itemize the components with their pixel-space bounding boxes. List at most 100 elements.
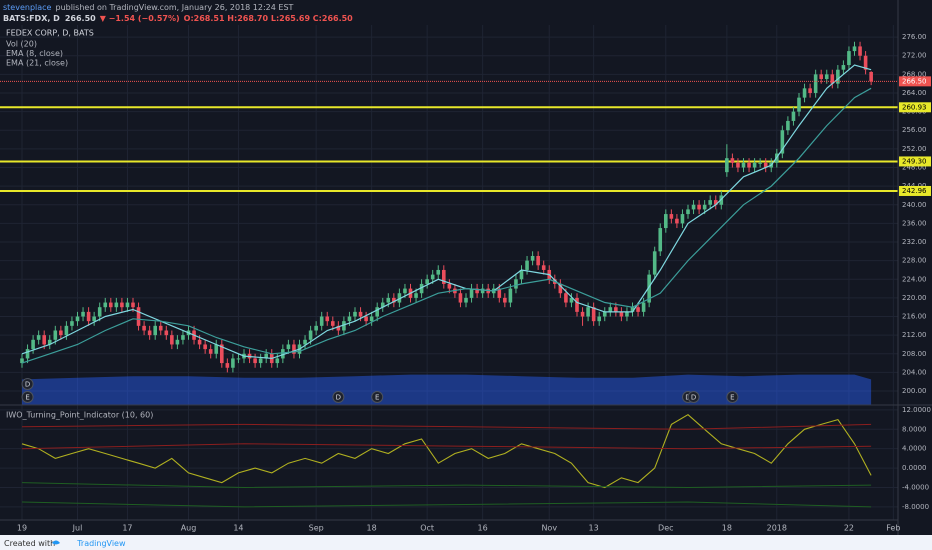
candle-body (31, 339, 35, 350)
event-label: D (691, 394, 696, 402)
x-tick-label: 2018 (767, 524, 787, 533)
candle-body (281, 349, 285, 359)
candle-body (702, 204, 707, 210)
candle-body (442, 269, 446, 284)
event-label: D (336, 394, 341, 402)
candle-body (625, 311, 629, 317)
y-tick-label: 4.0000 (902, 445, 927, 453)
candle-body (508, 288, 513, 303)
x-tick-label: 17 (122, 524, 132, 533)
candle-body (292, 344, 296, 354)
candle-body (869, 71, 873, 82)
x-tick-label: Aug (181, 524, 197, 533)
x-tick-label: Jul (72, 524, 83, 533)
candle-body (841, 65, 846, 70)
candle-body (725, 158, 729, 173)
candle-body (81, 311, 85, 317)
candle-body (170, 335, 174, 345)
event-label: E (375, 394, 379, 402)
y-tick-label: 232.00 (902, 238, 927, 246)
created: Created with (4, 539, 55, 548)
y-tick-label: 208.00 (902, 350, 927, 358)
brand[interactable]: TradingView (76, 539, 126, 548)
indicator-line (21, 443, 872, 450)
y-tick-label: 12.0000 (902, 406, 931, 414)
candle-body (203, 344, 207, 350)
last-price: 266.50 (65, 14, 96, 23)
y-tick-label: 216.00 (902, 313, 927, 321)
candle-body (47, 339, 52, 345)
level-label: 260.93 (902, 103, 927, 111)
candle-body (686, 209, 690, 215)
candle-body (802, 88, 807, 98)
ema-line (21, 87, 872, 364)
candle-body (758, 162, 762, 164)
y-tick-label: 252.00 (902, 145, 927, 153)
candle-body (747, 162, 751, 168)
candle-body (858, 46, 862, 56)
candle-body (847, 51, 851, 66)
symbol: BATS:FDX, D (3, 14, 60, 23)
candle-body (797, 97, 801, 112)
candle-body (630, 307, 635, 312)
candle-body (125, 302, 130, 308)
candle-body (614, 307, 618, 312)
volume-area (22, 374, 872, 405)
candle-body (602, 311, 607, 317)
candle-body (824, 74, 829, 80)
candle-body (20, 358, 24, 364)
price-axis (898, 0, 932, 535)
candle-body (208, 349, 213, 354)
indicator-line (21, 501, 872, 508)
candle-body (525, 260, 529, 270)
x-tick-label: 13 (589, 524, 599, 533)
candle-body (275, 358, 280, 364)
x-tick-label: 18 (722, 524, 732, 533)
event-marker (726, 391, 739, 403)
candle-body (364, 316, 368, 322)
candle-body (697, 204, 701, 210)
y-tick-label: 240.00 (902, 201, 927, 209)
candle-body (314, 325, 318, 331)
candle-body (369, 316, 374, 322)
candle-body (353, 311, 357, 317)
candle-body (591, 307, 596, 322)
candle-body (286, 344, 291, 350)
candle-body (558, 283, 563, 294)
candle-body (514, 279, 518, 289)
chart-title: FEDEX CORP, D, BATS (6, 29, 94, 38)
level-label-box (899, 156, 931, 167)
candle-body (819, 74, 823, 80)
candle-body (680, 214, 685, 224)
y-tick-label: 276.00 (902, 33, 927, 41)
candle-body (197, 339, 202, 345)
legend-entry: Vol (20) (6, 40, 37, 49)
candle-body (380, 302, 385, 308)
candle-body (342, 321, 346, 331)
candle-body (53, 330, 58, 340)
candle-body (303, 339, 307, 345)
candle-body (669, 214, 674, 219)
level-label-box (899, 185, 931, 196)
candle-body (325, 316, 330, 322)
candle-body (497, 288, 502, 298)
candle-body (719, 195, 724, 205)
candle-body (658, 228, 663, 252)
candle-body (641, 302, 646, 312)
y-tick-label: 8.0000 (902, 425, 927, 433)
candle-body (791, 111, 796, 121)
x-tick-label: Nov (541, 524, 557, 533)
candle-body (25, 349, 30, 359)
header-line-2: BATS:FDX, D 266.50 ▼ −1.54 (−0.57%) O:268.5… (3, 14, 353, 23)
candle-body (852, 46, 857, 52)
candle-body (752, 162, 757, 168)
y-tick-label: 272.00 (902, 52, 927, 60)
footer-text: Created with TradingView (4, 539, 126, 548)
candle-body (153, 325, 157, 336)
y-tick-label: 264.00 (902, 89, 927, 97)
candle-body (97, 307, 102, 317)
candle-body (214, 344, 219, 354)
candle-body (836, 69, 840, 84)
candle-body (475, 288, 479, 294)
